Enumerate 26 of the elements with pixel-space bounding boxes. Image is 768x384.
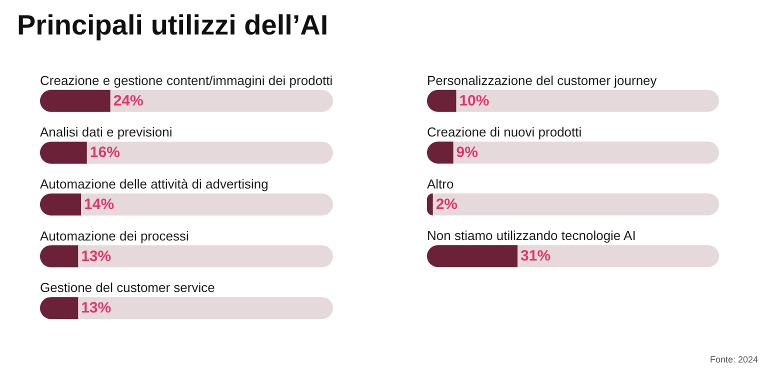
data-label: 31% (520, 248, 551, 265)
source-note: Fonte: 2024 (710, 354, 758, 364)
data-label: 13% (81, 248, 112, 265)
y-tick-label: Automazione dei processi (40, 228, 189, 244)
y-tick-label: Personalizzazione del customer journey (427, 72, 658, 88)
y-tick-label: Gestione del customer service (40, 280, 215, 296)
data-label: 9% (456, 144, 478, 162)
bar (40, 90, 110, 112)
y-tick-label: Creazione e gestione content/immagini dei prodotti (40, 72, 333, 88)
data-label: 2% (436, 196, 458, 213)
bar (40, 142, 87, 164)
data-label: 14% (84, 196, 114, 213)
data-label: 24% (113, 92, 144, 110)
bar (427, 245, 518, 268)
y-tick-label: Automazione delle attività di advertising (40, 176, 268, 192)
data-label: 10% (459, 92, 490, 110)
bar (40, 245, 78, 268)
y-tick-label: Analisi dati e previsioni (40, 124, 172, 140)
bar (40, 194, 82, 216)
bar (40, 297, 78, 320)
y-tick-label: Altro (427, 176, 454, 192)
data-label: 16% (90, 144, 120, 162)
chart-title: Principali utilizzi dell’AI (17, 10, 328, 40)
y-tick-label: Non stiamo utilizzando tecnologie AI (427, 228, 636, 244)
data-label: 13% (81, 300, 112, 317)
y-tick-label: Creazione di nuovi prodotti (427, 124, 582, 140)
